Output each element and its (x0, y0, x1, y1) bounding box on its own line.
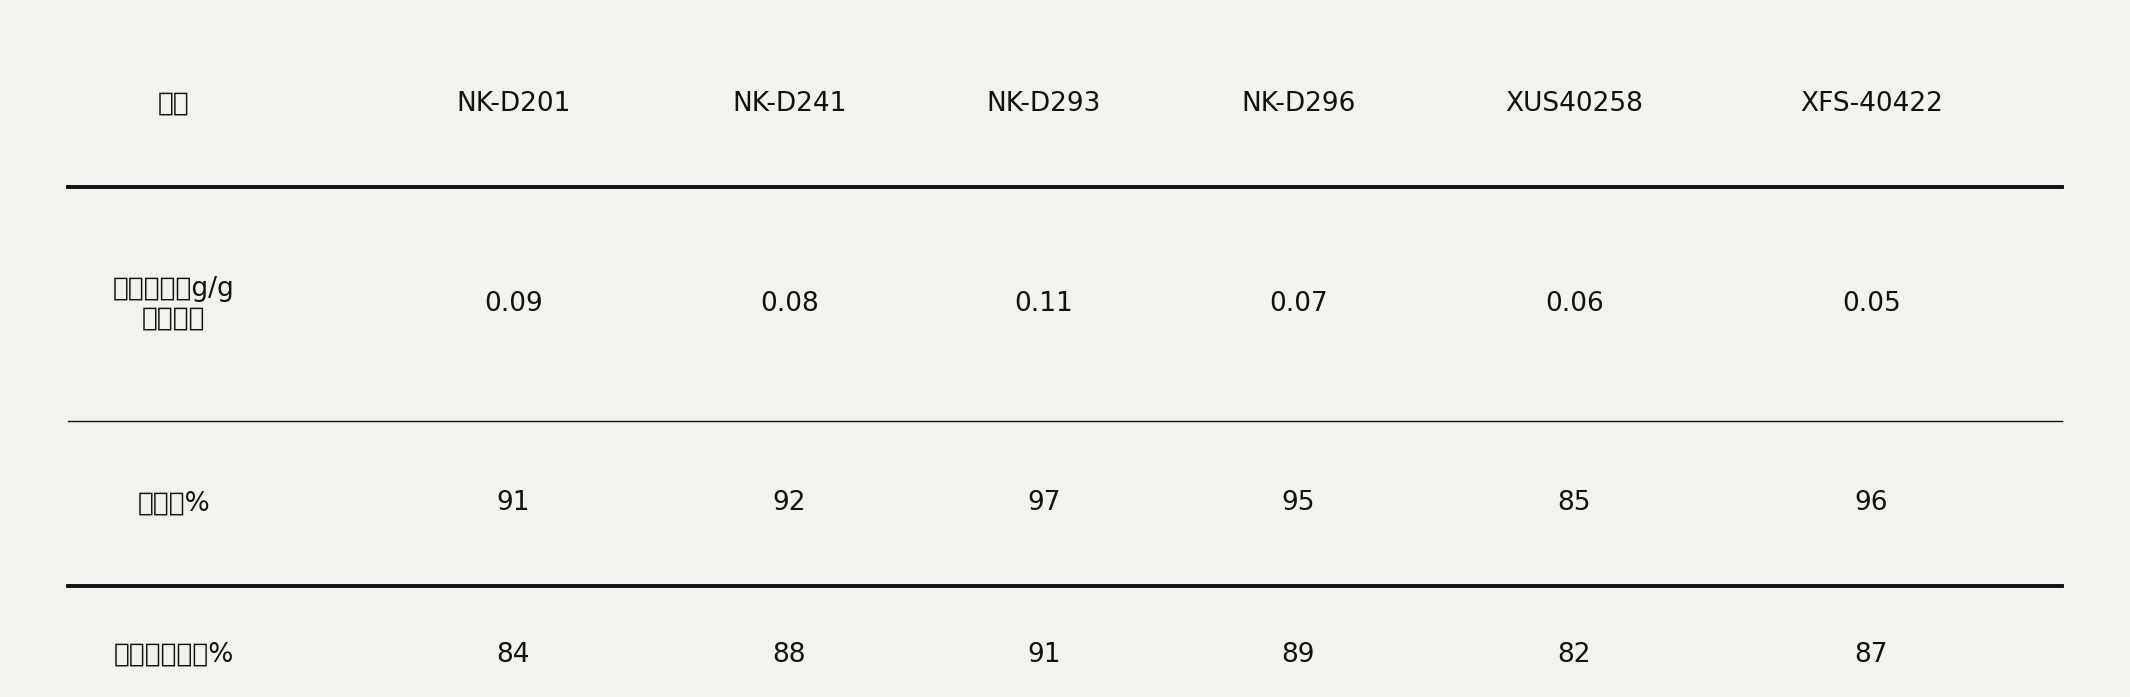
Text: 0.07: 0.07 (1269, 291, 1327, 316)
Text: 0.11: 0.11 (1014, 291, 1074, 316)
Text: 89: 89 (1282, 642, 1314, 668)
Text: 91: 91 (1027, 642, 1061, 668)
Text: 84: 84 (496, 642, 530, 668)
Text: 解析率%: 解析率% (138, 491, 211, 516)
Text: NK-D296: NK-D296 (1242, 91, 1355, 117)
Text: 85: 85 (1557, 491, 1591, 516)
Text: 0.06: 0.06 (1544, 291, 1604, 316)
Text: 92: 92 (773, 491, 805, 516)
Text: NK-D241: NK-D241 (733, 91, 846, 117)
Text: 葡萄糖酸收率%: 葡萄糖酸收率% (113, 642, 234, 668)
Text: NK-D293: NK-D293 (986, 91, 1101, 117)
Text: 0.09: 0.09 (484, 291, 543, 316)
Text: 88: 88 (773, 642, 805, 668)
Text: 树脂: 树脂 (158, 91, 190, 117)
Text: 95: 95 (1282, 491, 1314, 516)
Text: 91: 91 (496, 491, 530, 516)
Text: 82: 82 (1557, 642, 1591, 668)
Text: 96: 96 (1855, 491, 1887, 516)
Text: 97: 97 (1027, 491, 1061, 516)
Text: NK-D201: NK-D201 (456, 91, 571, 117)
Text: 0.05: 0.05 (1842, 291, 1900, 316)
Text: XUS40258: XUS40258 (1506, 91, 1642, 117)
Text: XFS-40422: XFS-40422 (1800, 91, 1943, 117)
Text: 87: 87 (1855, 642, 1887, 668)
Text: 0.08: 0.08 (760, 291, 818, 316)
Text: 吸附性能（g/g
干树脂）: 吸附性能（g/g 干树脂） (113, 276, 234, 332)
